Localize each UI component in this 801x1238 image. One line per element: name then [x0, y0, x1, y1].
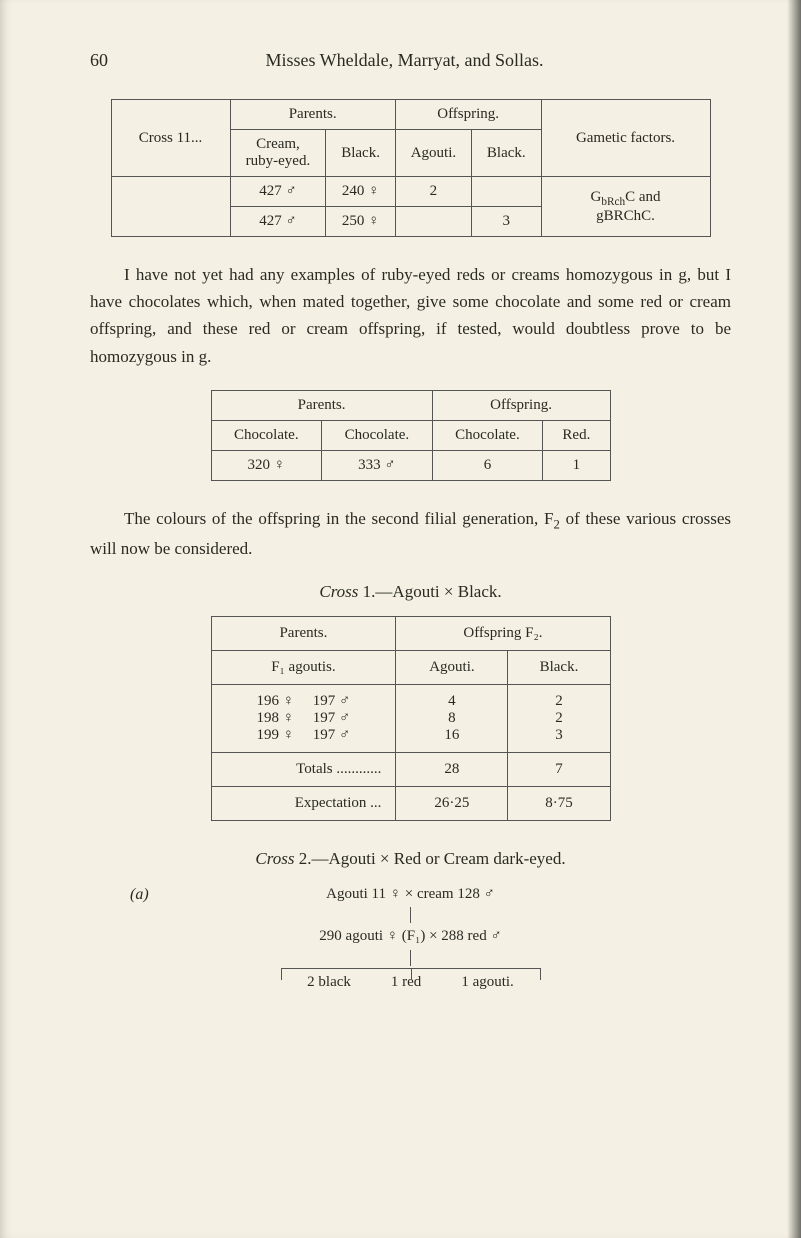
t3-tot-l: Totals ............	[211, 752, 396, 786]
gametic-cell: GbRchC and gBRChC.	[541, 177, 710, 237]
page-edge-shadow	[787, 0, 801, 1238]
t2-h-parents: Parents.	[211, 390, 432, 420]
tree-b3: 1 agouti.	[461, 971, 514, 994]
d24: 3	[472, 207, 541, 237]
cross-1-title: Cross 1.—Agouti × Black.	[90, 582, 731, 602]
cross-1-table: Parents. Offspring F₂. F₁ agoutis. Agout…	[211, 616, 611, 821]
row-label: Cross 11...	[111, 100, 230, 177]
p1: Cream, ruby-eyed.	[230, 130, 326, 177]
d22: 250 ♀	[326, 207, 395, 237]
paragraph-1: I have not yet had any examples of ruby-…	[90, 261, 731, 370]
tree-b2: 1 red	[391, 971, 421, 994]
tree-b1: 2 black	[307, 971, 351, 994]
d21: 427 ♂	[230, 207, 326, 237]
t2-c2: Chocolate.	[322, 420, 433, 450]
o2: Black.	[472, 130, 541, 177]
cross-2-tree: (a) Agouti 11 ♀ × cream 128 ♂ 290 agouti…	[90, 883, 731, 994]
t2-c4: Red.	[543, 420, 610, 450]
t2-h-offspring: Offspring.	[432, 390, 610, 420]
paragraph-2: The colours of the offspring in the seco…	[90, 505, 731, 562]
o1: Agouti.	[395, 130, 471, 177]
d13: 2	[395, 177, 471, 207]
d23	[395, 207, 471, 237]
tree-hline	[90, 968, 731, 969]
g1: GbRchC and	[590, 189, 660, 205]
tree-vline-icon	[410, 950, 411, 966]
t3-h-ag: Agouti.	[396, 650, 508, 684]
cross-2-title: Cross 2.—Agouti × Red or Cream dark-eyed…	[90, 849, 731, 869]
t3-tot-a: 28	[396, 752, 508, 786]
t3-exp-a: 26·25	[396, 786, 508, 820]
tree-l1: Agouti 11 ♀ × cream 128 ♂	[90, 883, 731, 906]
d14	[472, 177, 541, 207]
t3-f1-block: 196 ♀ 197 ♂198 ♀ 197 ♂199 ♀ 197 ♂	[211, 684, 396, 752]
t2-v4: 1	[543, 450, 610, 480]
t3-tot-b: 7	[508, 752, 610, 786]
t2-v2: 333 ♂	[322, 450, 433, 480]
page-number: 60	[90, 50, 108, 71]
t3-h-f1: F₁ agoutis.	[211, 650, 396, 684]
d12: 240 ♀	[326, 177, 395, 207]
cross-11-table: Cross 11... Parents. Offspring. Gametic …	[111, 99, 711, 237]
t3-h-off: Offspring F₂.	[396, 616, 610, 650]
tree-vline-icon	[410, 907, 411, 923]
t2-v1: 320 ♀	[211, 450, 322, 480]
t3-h-parents: Parents.	[211, 616, 396, 650]
a-label: (a)	[130, 883, 149, 907]
page-header: 60 Misses Wheldale, Marryat, and Sollas.	[90, 50, 731, 71]
t2-v3: 6	[432, 450, 543, 480]
t3-exp-b: 8·75	[508, 786, 610, 820]
d11: 427 ♂	[230, 177, 326, 207]
g2: gBRChC.	[596, 208, 655, 224]
t2-c1: Chocolate.	[211, 420, 322, 450]
t2-c3: Chocolate.	[432, 420, 543, 450]
running-title: Misses Wheldale, Marryat, and Sollas.	[108, 50, 701, 71]
t3-ag-block: 4816	[396, 684, 508, 752]
t3-exp-l: Expectation ...	[211, 786, 396, 820]
h-offspring: Offspring.	[395, 100, 541, 130]
t3-h-bl: Black.	[508, 650, 610, 684]
p2: Black.	[326, 130, 395, 177]
h-gametic: Gametic factors.	[541, 100, 710, 177]
tree-l2: 290 agouti ♀ (F₁) × 288 red ♂	[90, 925, 731, 948]
h-parents: Parents.	[230, 100, 395, 130]
t3-bl-block: 223	[508, 684, 610, 752]
chocolate-table: Parents. Offspring. Chocolate. Chocolate…	[211, 390, 611, 481]
